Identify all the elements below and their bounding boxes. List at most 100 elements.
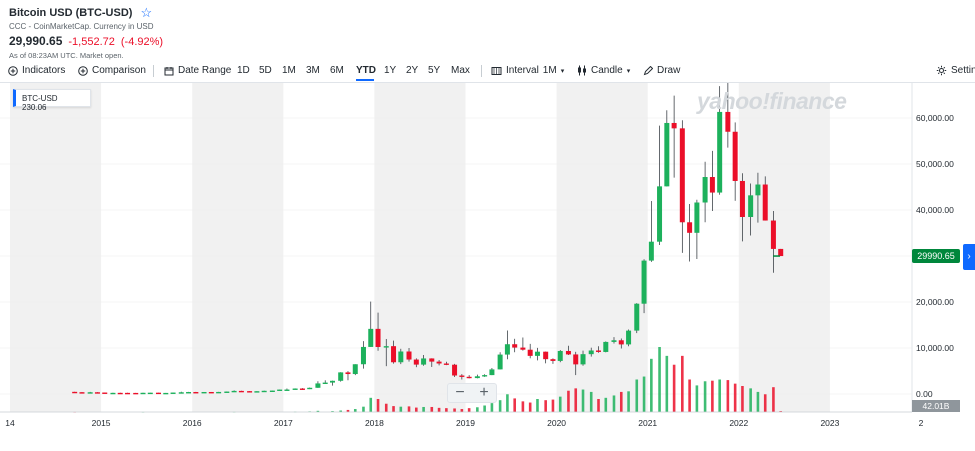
x-tick-label: 2019 [456,418,475,428]
range-5y[interactable]: 5Y [428,65,441,76]
candle-body [694,202,700,233]
candle-body [739,180,745,217]
zoom-out-button[interactable]: − [455,384,465,401]
volume-bar [650,358,653,412]
candle-body [383,346,389,348]
range-1m[interactable]: 1M [282,65,296,76]
volume-bar [467,408,471,412]
candle-body [725,111,731,132]
candle-body [170,392,176,394]
candle-body [709,177,715,193]
volume-bar [635,379,639,412]
candle-body [284,389,290,391]
chart-toolbar: Indicators Comparison Date Range 1D 5D 1… [0,62,975,82]
plus-circle-icon [8,65,18,76]
volume-bar [369,397,373,412]
volume-bar [574,388,578,412]
volume-bar [346,409,350,412]
candle-body [687,222,693,233]
volume-bar [581,389,585,412]
candle-body [421,358,427,365]
range-max[interactable]: Max [451,65,470,76]
volume-bar [316,410,320,412]
volume-bar [741,386,744,412]
volume-bar [460,409,464,412]
candle-body [329,380,335,383]
yahoo-finance-logo: yahoo!finance [697,88,847,114]
candle-body [406,351,412,360]
series-label[interactable]: BTC-USD 230.06 [13,89,91,112]
volume-bar [658,347,661,412]
volume-bar [483,405,486,412]
series-value: 230.06 [22,103,47,112]
y-tick-label: 20,000.00 [916,297,954,307]
chevron-down-icon: ▾ [626,67,631,75]
date-range-button[interactable]: Date Range [164,65,231,76]
year-band [738,83,830,412]
volume-bar [430,406,434,412]
chevron-right-icon[interactable]: › [963,244,975,270]
volume-bar [422,406,425,412]
candle-body [315,383,321,388]
candles [72,83,784,395]
zoom-in-button[interactable]: + [479,384,489,401]
range-1d[interactable]: 1D [237,65,250,76]
year-band [10,83,102,412]
quote-price: 29,990.65 [9,34,63,48]
volume-bar [695,385,699,412]
x-axis: 14 2015 2016 2017 2018 2019 2020 2021 2022 2023 2 [0,411,924,428]
volume-bar [476,407,479,412]
settings-button[interactable]: Settin [936,65,975,76]
candle-body [466,376,472,379]
candle-body [238,390,244,393]
interval-selector[interactable]: Interval 1M ▾ [491,65,564,76]
volume-bar [353,409,357,412]
candle-body [398,351,404,363]
range-2y[interactable]: 2Y [406,65,419,76]
volume-bar [779,411,783,412]
quote-header: Bitcoin USD (BTC-USD) ☆ CCC - CoinMarket… [9,6,163,60]
range-1y[interactable]: 1Y [384,65,397,76]
toolbar-divider [481,65,482,77]
volume-bar [339,410,342,412]
volume-bar [763,394,767,412]
candle-body [565,350,571,355]
volume-bar [551,399,555,412]
volume-bar [703,381,707,412]
quote-change: -1,552.72 [68,36,115,48]
year-bands [10,83,913,412]
volume-bar [672,364,676,412]
y-tick-label: 40,000.00 [916,205,954,215]
volume-bar [362,406,365,412]
candle-body [292,388,298,390]
candle-body [224,391,230,393]
volume-bar [506,394,509,412]
volume-bar [733,383,737,412]
range-3m[interactable]: 3M [306,65,320,76]
volume-bar [718,379,721,412]
star-icon[interactable]: ☆ [140,5,153,20]
comparison-button[interactable]: Comparison [78,65,146,76]
volume-bar [407,406,411,412]
range-5d[interactable]: 5D [259,65,272,76]
draw-button[interactable]: Draw [643,65,680,76]
indicators-button[interactable]: Indicators [8,65,65,76]
candle-body [163,392,169,395]
year-band [556,83,648,412]
candle-body [345,372,351,375]
chart-type-selector[interactable]: Candle ▾ [577,65,630,76]
candle-body [657,186,663,242]
price-chart[interactable]: 60,000.0050,000.0040,000.0030,000.0020,0… [0,83,975,451]
candle-body [732,131,738,181]
candle-body [155,392,161,395]
candle-body [489,369,495,376]
range-6m[interactable]: 6M [330,65,344,76]
candle-body [626,330,632,345]
volume-bar [772,387,775,412]
current-price-tag: 29990.65 [912,249,960,263]
volume-bar [749,388,752,412]
volume-bar [642,376,646,412]
candle-body [641,260,647,304]
range-ytd[interactable]: YTD [356,65,376,76]
y-tick-label: 50,000.00 [916,159,954,169]
